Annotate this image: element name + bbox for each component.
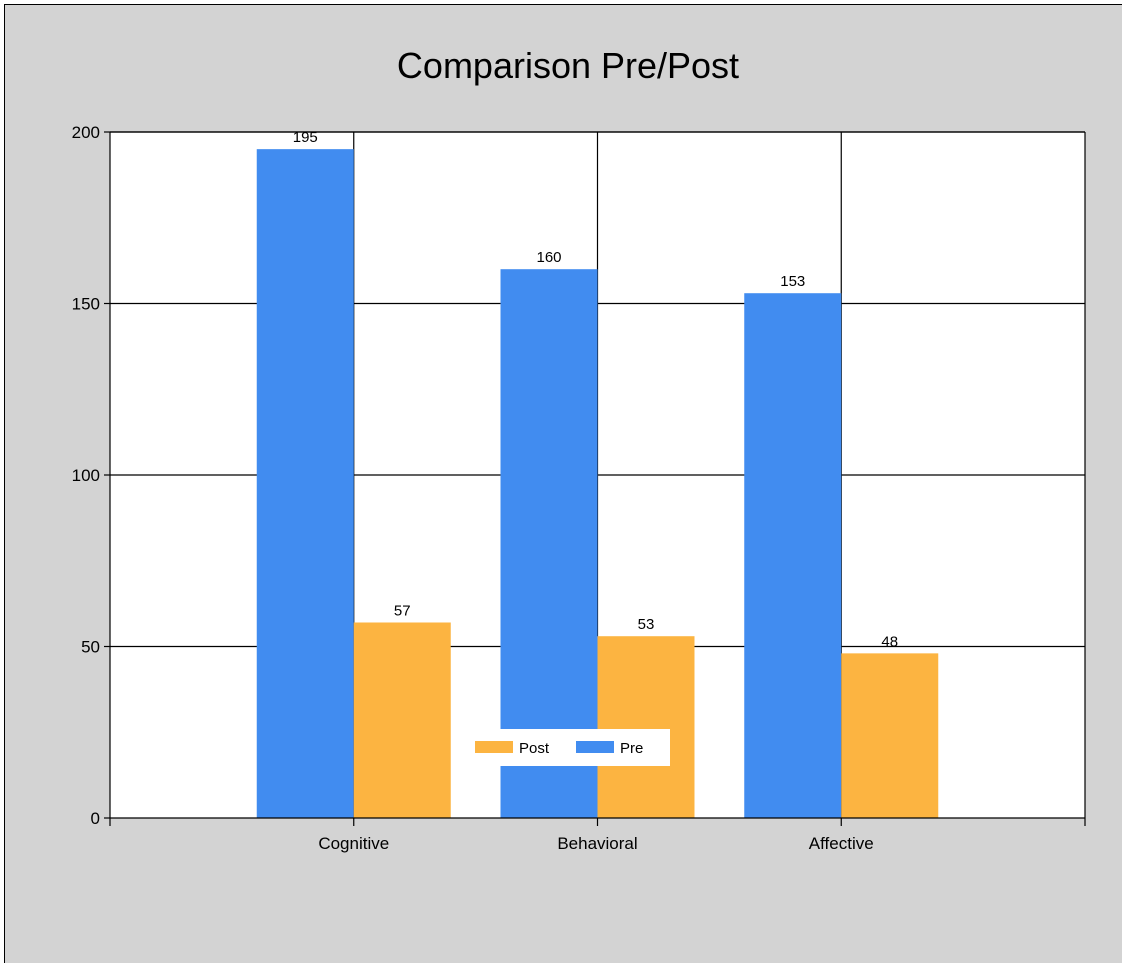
bar-post-affective xyxy=(841,653,939,818)
data-label-post-affective: 48 xyxy=(881,633,898,650)
data-labels: 195 57 160 53 153 48 xyxy=(293,129,898,650)
data-label-post-behavioral: 53 xyxy=(638,616,655,633)
y-tick-label: 50 xyxy=(81,638,100,657)
bar-chart: Comparison Pre/Post 0 50 100 150 200 Cognitiv… xyxy=(72,45,1086,853)
y-tick-label: 200 xyxy=(72,123,100,142)
bar-post-cognitive xyxy=(353,622,451,818)
legend-swatch-post xyxy=(475,741,513,753)
legend-swatch-pre xyxy=(576,741,614,753)
x-tick-label: Behavioral xyxy=(557,834,637,853)
chart-frame: Comparison Pre/Post 0 50 100 150 200 Cognitiv… xyxy=(4,4,1122,963)
data-label-post-cognitive: 57 xyxy=(394,602,411,619)
data-label-pre-cognitive: 195 xyxy=(293,129,318,146)
axes: 0 50 100 150 200 Cognitive Behavioral Affective xyxy=(72,123,1086,853)
bar-pre-behavioral xyxy=(500,269,598,818)
legend: Post Pre xyxy=(461,729,670,766)
legend-label-pre: Pre xyxy=(620,740,643,757)
y-tick-label: 150 xyxy=(72,295,100,314)
bar-post-behavioral xyxy=(597,636,695,818)
y-tick-label: 100 xyxy=(72,466,100,485)
bars xyxy=(256,149,939,819)
x-tick-label: Affective xyxy=(809,834,874,853)
data-label-pre-affective: 153 xyxy=(780,273,805,290)
y-tick-label: 0 xyxy=(91,809,100,828)
x-tick-label: Cognitive xyxy=(318,834,389,853)
chart-title: Comparison Pre/Post xyxy=(397,45,739,86)
bar-pre-affective xyxy=(744,293,842,819)
data-label-pre-behavioral: 160 xyxy=(536,249,561,266)
legend-label-post: Post xyxy=(519,740,550,757)
bar-pre-cognitive xyxy=(256,149,354,818)
